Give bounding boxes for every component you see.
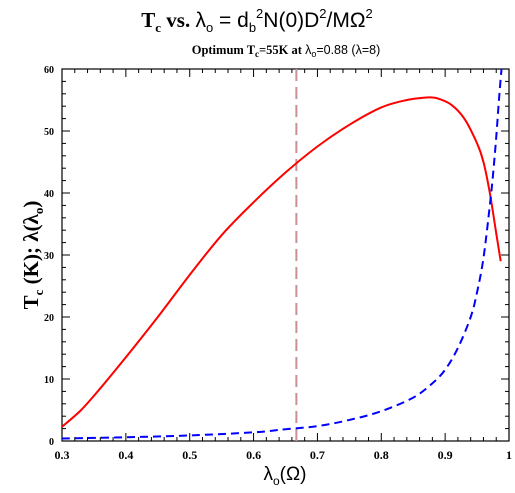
y-tick-label: 0 — [49, 437, 54, 448]
x-tick-label: 0.5 — [182, 448, 197, 462]
plot-frame — [61, 68, 510, 442]
x-tick-label: 1 — [506, 448, 512, 462]
y-tick-label: 30 — [44, 251, 54, 262]
axis-ticks — [61, 68, 510, 442]
y-tick-label: 20 — [44, 313, 54, 324]
x-tick-label: 0.8 — [374, 448, 389, 462]
x-tick-label: 0.9 — [438, 448, 453, 462]
y-tick-label: 50 — [44, 127, 54, 138]
chart-title: Tc vs. λo = db2N(0)D2/MΩ2 — [141, 6, 373, 35]
series-line-solid — [62, 96, 502, 428]
y-tick-label: 60 — [44, 65, 54, 76]
y-axis-label: Tc (K); λ(λo) — [19, 201, 46, 310]
x-tick-labels: 0.3 0.4 0.5 0.6 0.7 0.8 0.9 1 — [55, 448, 513, 462]
y-tick-label: 40 — [44, 189, 54, 200]
x-tick-label: 0.7 — [310, 448, 325, 462]
series-line-dashed — [62, 69, 503, 440]
x-tick-label: 0.6 — [246, 448, 261, 462]
chart-subtitle: Optimum Tc=55K at λo=0.88 (λ=8) — [192, 43, 381, 59]
y-tick-labels: 0 10 20 30 40 50 60 — [44, 65, 54, 448]
x-tick-label: 0.4 — [118, 448, 133, 462]
y-tick-label: 10 — [44, 375, 54, 386]
x-tick-label: 0.3 — [55, 448, 70, 462]
x-axis-label: λo(Ω) — [263, 464, 306, 488]
